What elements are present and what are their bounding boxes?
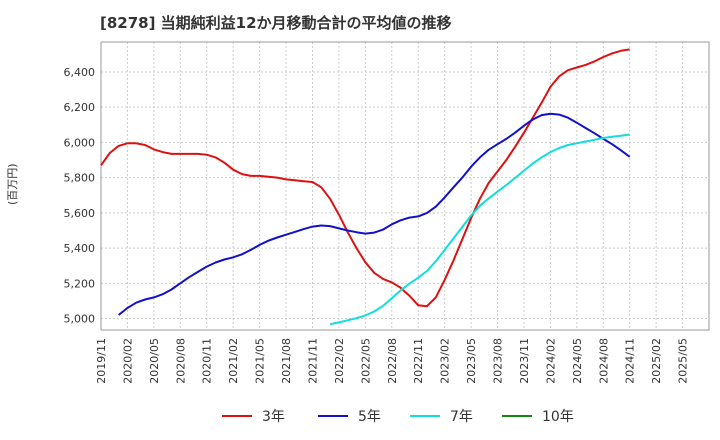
y-tick-label: 6,000 (64, 136, 96, 149)
legend-label: 5年 (358, 409, 381, 425)
chart-title: [8278] 当期純利益12か月移動合計の平均値の推移 (100, 14, 452, 32)
x-tick-label: 2022/05 (359, 338, 372, 384)
x-tick-label: 2019/11 (95, 338, 108, 384)
legend-label: 7年 (450, 409, 473, 425)
x-tick-label: 2023/08 (492, 338, 505, 384)
x-tick-label: 2021/02 (227, 338, 240, 384)
legend-label: 3年 (262, 409, 285, 425)
y-tick-label: 5,200 (64, 277, 96, 290)
legend-label: 10年 (542, 409, 574, 425)
legend-item: 7年 (410, 404, 473, 428)
x-tick-label: 2025/02 (650, 338, 663, 384)
x-tick-label: 2021/11 (306, 338, 319, 384)
x-tick-label: 2024/05 (571, 338, 584, 384)
x-tick-label: 2023/05 (465, 338, 478, 384)
x-tick-label: 2024/11 (624, 338, 637, 384)
x-tick-label: 2020/02 (121, 338, 134, 384)
x-tick-label: 2020/05 (148, 338, 161, 384)
x-tick-label: 2023/02 (439, 338, 452, 384)
series-line-3年 (100, 48, 630, 308)
x-tick-label: 2025/05 (677, 338, 690, 384)
y-tick-label: 5,800 (64, 172, 96, 185)
legend-item: 5年 (318, 404, 381, 428)
x-tick-label: 2024/08 (597, 338, 610, 384)
series-line-5年 (117, 112, 631, 316)
series-line-7年 (329, 133, 630, 326)
legend-swatch (222, 415, 252, 417)
y-tick-label: 6,400 (64, 66, 96, 79)
chart-legend: 3年 5年 7年 10年 (0, 404, 720, 428)
x-tick-label: 2024/02 (544, 338, 557, 384)
x-tick-label: 2023/11 (518, 338, 531, 384)
legend-swatch (318, 415, 348, 417)
plot-frame (100, 41, 710, 331)
y-tick-label: 6,200 (64, 101, 96, 114)
y-tick-label: 5,400 (64, 242, 96, 255)
legend-swatch (410, 415, 440, 417)
legend-swatch (502, 415, 532, 417)
plot-area (101, 42, 709, 330)
x-tick-label: 2020/08 (174, 338, 187, 384)
x-tick-label: 2022/08 (386, 338, 399, 384)
x-tick-label: 2022/02 (333, 338, 346, 384)
y-tick-label: 5,000 (64, 313, 96, 326)
line-chart: 5,000 5,200 5,400 5,600 5,800 6,000 6,200 6,400… (64, 41, 710, 384)
x-tick-label: 2020/11 (201, 338, 214, 384)
x-tick-label: 2021/05 (254, 338, 267, 384)
x-tick-label: 2022/11 (412, 338, 425, 384)
y-tick-label: 5,600 (64, 207, 96, 220)
x-tick-label: 2021/08 (280, 338, 293, 384)
legend-item: 3年 (222, 404, 285, 428)
legend-item: 10年 (502, 404, 574, 428)
